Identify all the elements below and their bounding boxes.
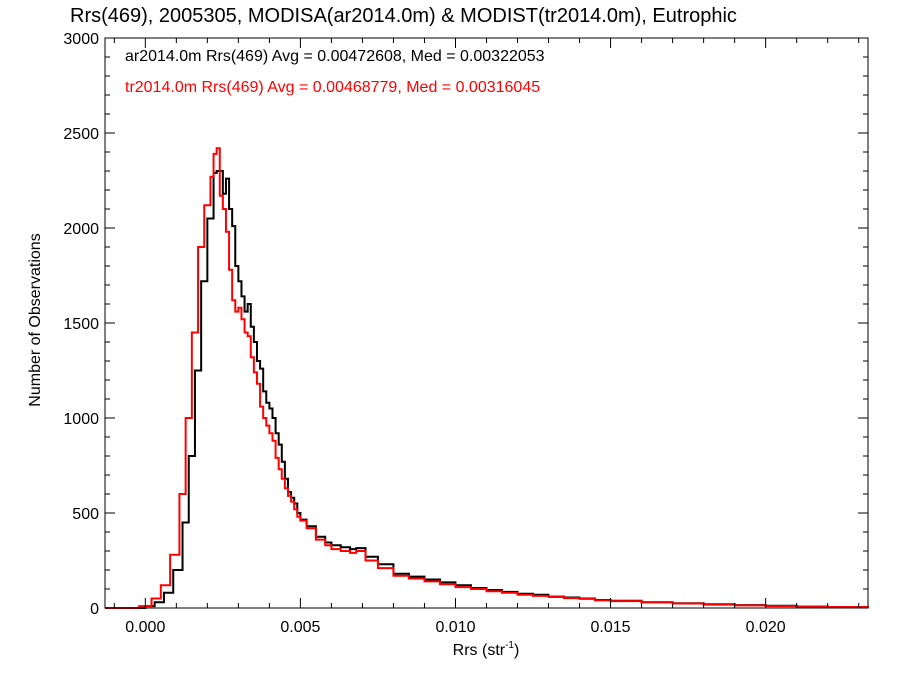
- x-tick-label: 0.015: [591, 619, 631, 636]
- y-tick-label: 1000: [63, 411, 99, 428]
- y-tick-label: 3000: [63, 31, 99, 48]
- x-axis: 0.000 0.005 0.010 0.015 0.020: [113, 38, 860, 636]
- y-tick-label: 0: [90, 601, 99, 618]
- legend-entry-ar2014: ar2014.0m Rrs(469) Avg = 0.00472608, Med…: [125, 48, 545, 65]
- x-axis-label-superscript: -1: [505, 640, 514, 651]
- y-tick-label: 2500: [63, 126, 99, 143]
- y-tick-label: 2000: [63, 221, 99, 238]
- x-tick-label: 0.020: [746, 619, 786, 636]
- x-axis-label: Rrs (str-1): [453, 640, 520, 659]
- y-axis-label: Number of Observations: [27, 233, 44, 406]
- x-tick-label: 0.005: [280, 619, 320, 636]
- legend-entry-tr2014: tr2014.0m Rrs(469) Avg = 0.00468779, Med…: [125, 79, 540, 96]
- series-layer: [105, 147, 869, 609]
- y-tick-label: 1500: [63, 316, 99, 333]
- x-axis-label-close: ): [514, 642, 519, 659]
- x-tick-label: 0.010: [435, 619, 475, 636]
- x-tick-label: 0.000: [125, 619, 165, 636]
- chart-title: Rrs(469), 2005305, MODISA(ar2014.0m) & M…: [70, 5, 737, 27]
- series-line-1: [105, 147, 869, 609]
- y-tick-label: 500: [72, 506, 99, 523]
- x-axis-label-main: Rrs (str: [453, 642, 506, 659]
- y-axis: 0 500 1000 1500 2000 2500 3000: [63, 31, 868, 618]
